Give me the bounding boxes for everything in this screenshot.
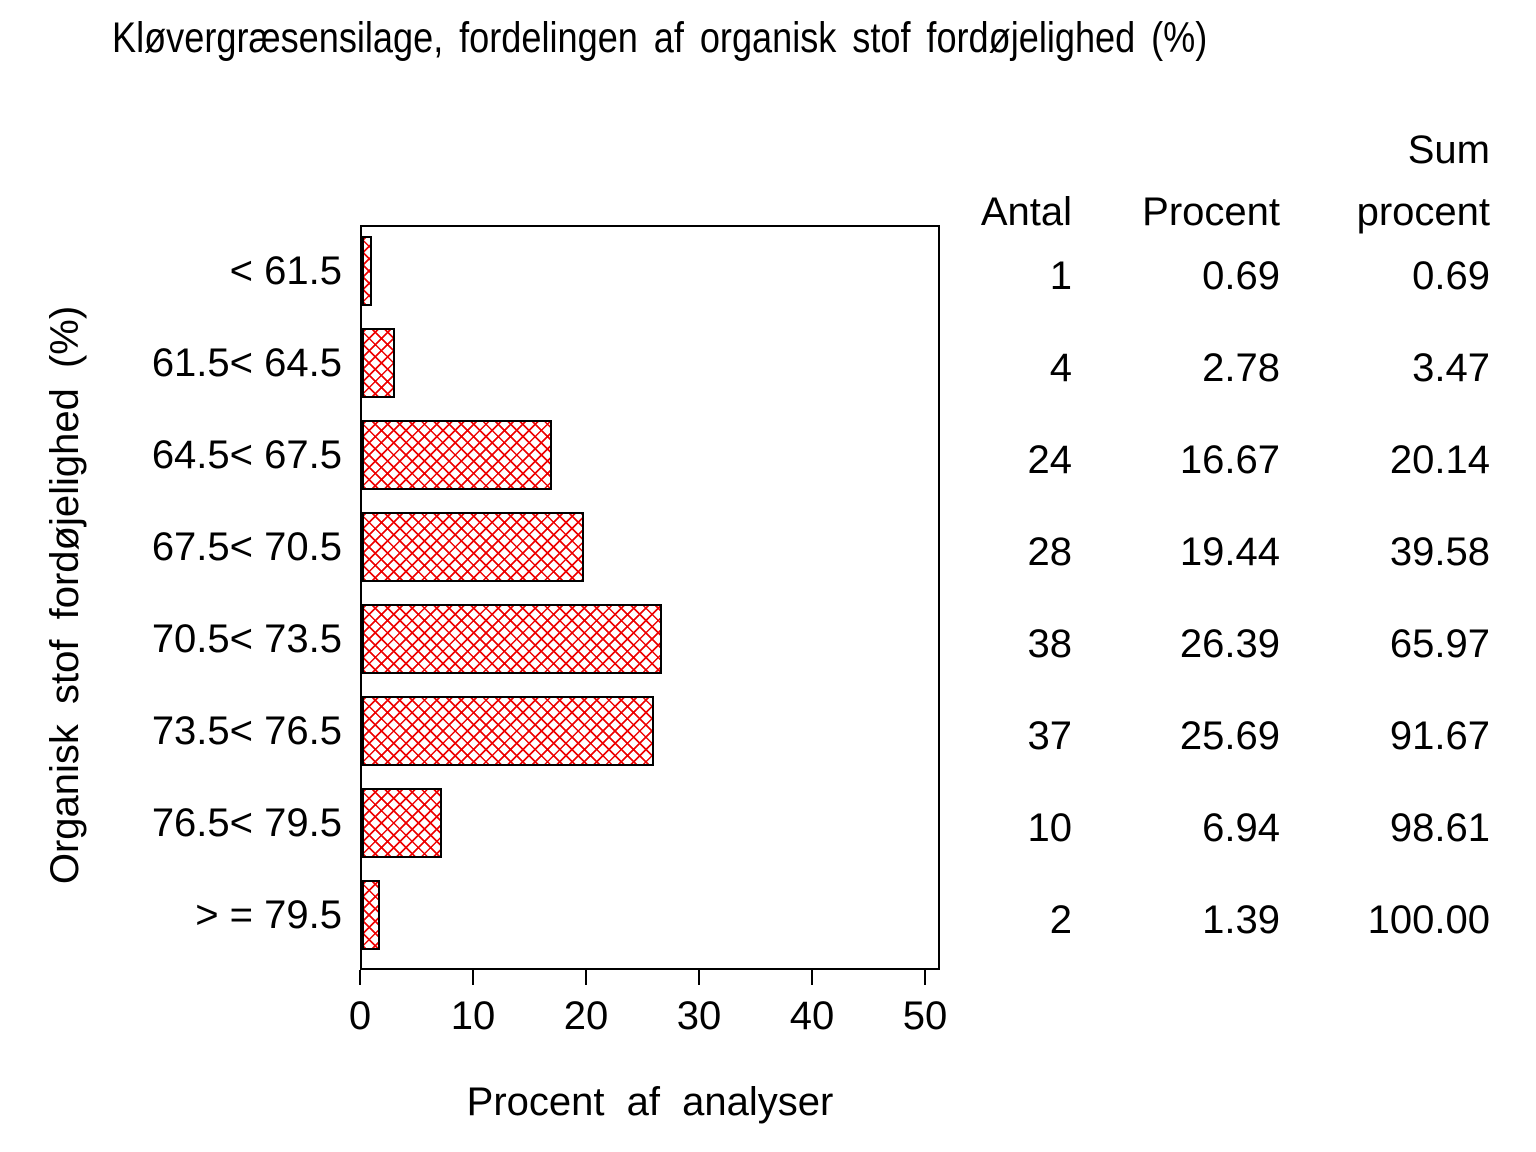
x-axis-label: Procent af analyser [466, 1080, 834, 1124]
sum-procent-value: 20.14 [1389, 438, 1490, 482]
sum-procent-value: 3.47 [1412, 346, 1490, 390]
category-label: < 61.5 [229, 249, 342, 293]
antal-value: 38 [1027, 622, 1073, 666]
category-label: 76.5< 79.5 [151, 801, 342, 845]
x-tick-label: 50 [902, 994, 948, 1038]
x-tick-mark [924, 970, 926, 985]
sum-procent-value: 98.61 [1389, 806, 1490, 850]
procent-value: 19.44 [1179, 530, 1280, 574]
sum-procent-value: 65.97 [1389, 622, 1490, 666]
x-tick-label: 20 [563, 994, 609, 1038]
procent-value: 26.39 [1179, 622, 1280, 666]
procent-value: 25.69 [1179, 714, 1280, 758]
bar [362, 512, 584, 582]
sum-procent-value: 0.69 [1412, 254, 1490, 298]
x-tick-mark [698, 970, 700, 985]
antal-value: 2 [1049, 898, 1072, 942]
antal-value: 24 [1027, 438, 1073, 482]
category-label: 61.5< 64.5 [151, 341, 342, 385]
category-label: 67.5< 70.5 [151, 525, 342, 569]
plot-area [360, 225, 940, 970]
table-row: 24 16.67 20.14 [950, 434, 1491, 486]
x-tick-label: 0 [348, 994, 372, 1038]
category-label: 73.5< 76.5 [151, 709, 342, 753]
sum-procent-value: 100.00 [1367, 898, 1490, 942]
antal-value: 1 [1049, 254, 1072, 298]
procent-value: 16.67 [1179, 438, 1280, 482]
bar [362, 604, 663, 674]
procent-value: 1.39 [1202, 898, 1280, 942]
table-header-sum-line1: Sum [1407, 128, 1490, 172]
x-tick-mark [811, 970, 813, 985]
bar [362, 420, 553, 490]
table-row: 10 6.94 98.61 [950, 802, 1491, 854]
x-tick-label: 10 [450, 994, 496, 1038]
sum-procent-value: 39.58 [1389, 530, 1490, 574]
table-row: 28 19.44 39.58 [950, 526, 1491, 578]
bar [362, 236, 372, 306]
y-axis-label: Organisk stof fordøjelighed (%) [43, 305, 87, 885]
x-tick-mark [359, 970, 361, 985]
bar [362, 328, 396, 398]
table-header-procent: Procent [1142, 190, 1280, 234]
procent-value: 2.78 [1202, 346, 1280, 390]
antal-value: 10 [1027, 806, 1073, 850]
table-row: 4 2.78 3.47 [950, 342, 1490, 394]
table-row: 2 1.39 100.00 [950, 894, 1490, 946]
table-row: 1 0.69 0.69 [950, 250, 1490, 302]
procent-value: 6.94 [1202, 806, 1280, 850]
bar [362, 880, 380, 950]
bar [362, 788, 443, 858]
category-label: > = 79.5 [195, 893, 342, 937]
table-header-sum-line2: procent [1356, 190, 1490, 234]
table-header-row: Antal Procent procent [950, 186, 1490, 238]
sum-procent-value: 91.67 [1389, 714, 1490, 758]
chart-title: Kløvergræsensilage, fordelingen af organ… [112, 14, 1208, 62]
category-label: 70.5< 73.5 [151, 617, 342, 661]
antal-value: 4 [1049, 346, 1072, 390]
antal-value: 37 [1027, 714, 1073, 758]
table-header-antal: Antal [980, 190, 1072, 234]
x-tick-label: 30 [676, 994, 722, 1038]
x-tick-mark [585, 970, 587, 985]
bar [362, 696, 655, 766]
antal-value: 28 [1027, 530, 1073, 574]
x-tick-label: 40 [789, 994, 835, 1038]
category-label: 64.5< 67.5 [151, 433, 342, 477]
table-row: 37 25.69 91.67 [950, 710, 1491, 762]
procent-value: 0.69 [1202, 254, 1280, 298]
x-tick-mark [472, 970, 474, 985]
table-row: 38 26.39 65.97 [950, 618, 1491, 670]
